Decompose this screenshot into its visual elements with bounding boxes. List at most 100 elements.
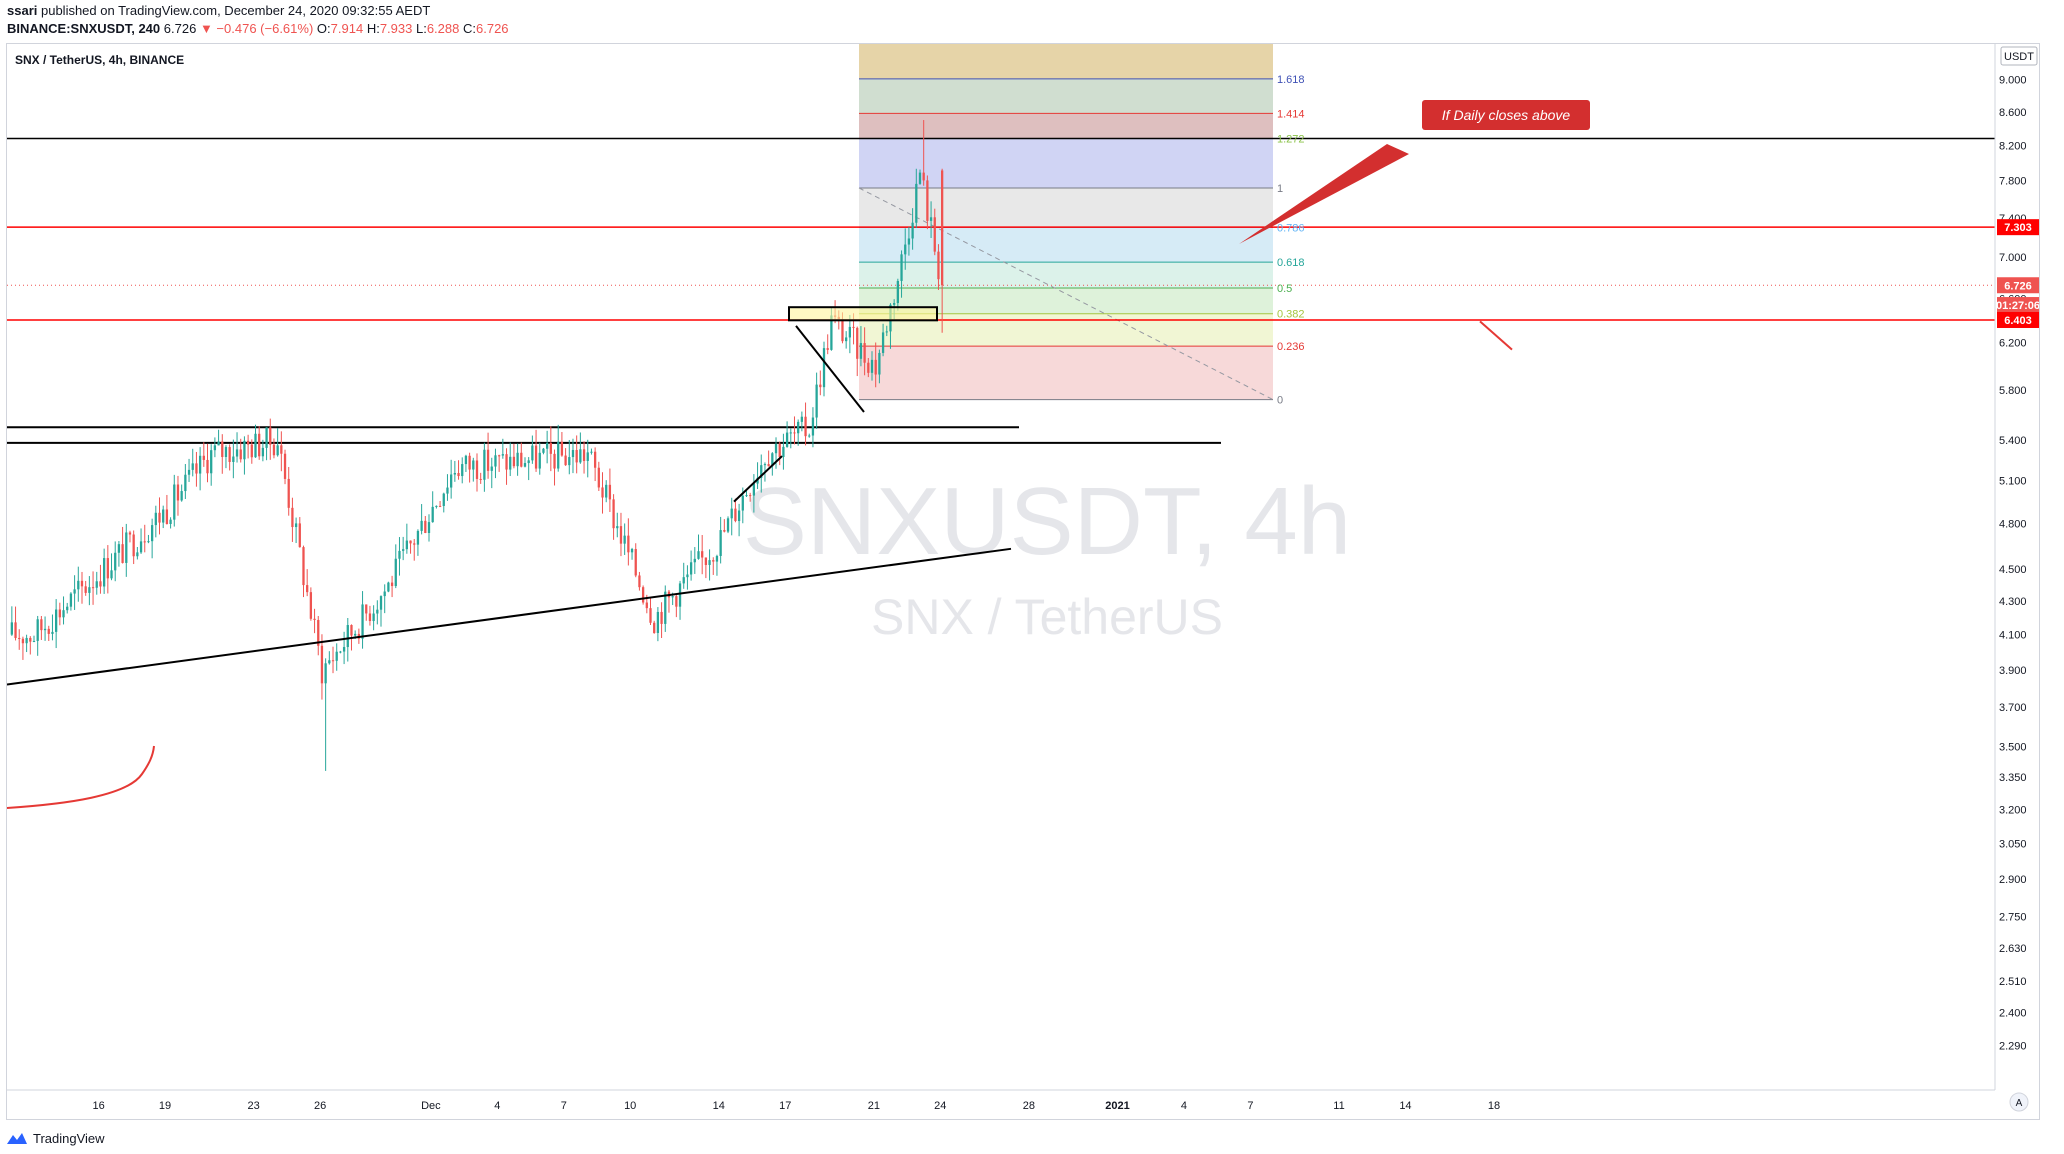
candle-body bbox=[21, 638, 25, 644]
price-tick-label: 9.000 bbox=[1999, 75, 2027, 87]
ascending-trendline[interactable] bbox=[7, 547, 1012, 686]
time-tick-label: 7 bbox=[561, 1100, 567, 1112]
falling-trendline[interactable] bbox=[795, 325, 865, 413]
fib-level-label: 1.618 bbox=[1277, 74, 1305, 86]
candle-body bbox=[228, 447, 231, 462]
candle-body bbox=[121, 544, 124, 563]
currency-box[interactable]: USDT bbox=[2000, 46, 2038, 66]
candle-body bbox=[483, 449, 486, 480]
candle-body bbox=[941, 170, 944, 286]
fib-zone-band bbox=[859, 187, 1273, 228]
time-tick-label: 23 bbox=[248, 1100, 260, 1112]
candle-body bbox=[25, 637, 28, 644]
price-tick-label: 4.800 bbox=[1999, 518, 2027, 530]
annotation-callout[interactable]: If Daily closes above bbox=[1239, 100, 1590, 244]
candle-body bbox=[763, 464, 767, 466]
fib-level-label: 0.5 bbox=[1277, 283, 1292, 295]
candle-body bbox=[176, 484, 180, 501]
price-tick-label: 3.500 bbox=[1999, 741, 2027, 753]
candle-body bbox=[641, 587, 645, 603]
candle-body bbox=[43, 628, 47, 631]
fib-zone-band bbox=[859, 78, 1273, 114]
close-value: 6.726 bbox=[476, 21, 509, 36]
candle-body bbox=[224, 447, 228, 457]
candle-body bbox=[874, 359, 877, 375]
price-label-tag: 01:27:06 bbox=[1996, 297, 2039, 314]
candle-body bbox=[933, 217, 936, 252]
candle-body bbox=[601, 487, 604, 498]
candle-body bbox=[99, 581, 102, 587]
candle-body bbox=[91, 587, 95, 589]
candle-body bbox=[468, 455, 471, 470]
candle-body bbox=[232, 456, 235, 462]
chart-frame[interactable]: SNXUSDT, 4h SNX / TetherUS If Daily clos… bbox=[6, 43, 2040, 1120]
candle-body bbox=[328, 660, 331, 664]
candle-body bbox=[756, 477, 759, 484]
candle-body bbox=[845, 337, 848, 342]
candle-body bbox=[413, 543, 416, 545]
candle-body bbox=[221, 441, 224, 457]
candle-body bbox=[686, 574, 689, 578]
candle-body bbox=[664, 591, 667, 624]
candle-body bbox=[450, 474, 453, 488]
publish-info: ssari published on TradingView.com, Dece… bbox=[7, 3, 430, 19]
price-axis[interactable]: 9.0008.6008.2007.8007.4007.0006.6006.200… bbox=[1994, 44, 2039, 1090]
watermark-name: SNX / TetherUS bbox=[871, 589, 1223, 645]
candle-body bbox=[560, 441, 564, 456]
auto-scale-icon[interactable]: A bbox=[2009, 1092, 2029, 1112]
candle-body bbox=[881, 332, 885, 353]
candle-body bbox=[365, 604, 368, 614]
fib-level-label: 0 bbox=[1277, 395, 1283, 407]
candle-body bbox=[715, 555, 719, 562]
candle-body bbox=[660, 611, 663, 624]
candle-body bbox=[102, 558, 106, 587]
low-value: 6.288 bbox=[426, 21, 460, 36]
candle-body bbox=[542, 448, 545, 453]
candle-body bbox=[10, 622, 13, 635]
candle-body bbox=[331, 660, 335, 662]
candle-body bbox=[453, 473, 456, 475]
candle-body bbox=[778, 443, 781, 457]
candle-body bbox=[701, 551, 704, 558]
candle-body bbox=[165, 509, 169, 524]
red-stub-line[interactable] bbox=[1479, 320, 1513, 351]
time-axis[interactable]: 16 19 23 26 Dec 4 7 10 14 17 21 24 28 2021 4 7 11 14 18 bbox=[7, 1089, 1995, 1112]
candle-body bbox=[579, 449, 582, 463]
price-tick-label: 2.290 bbox=[1999, 1041, 2027, 1053]
price-tick-label: 4.100 bbox=[1999, 630, 2027, 642]
price-tick-label: 3.200 bbox=[1999, 805, 2027, 817]
candle-body bbox=[494, 455, 497, 467]
candle-body bbox=[553, 453, 556, 469]
candle-body bbox=[760, 465, 763, 478]
candle-body bbox=[291, 507, 294, 528]
candle-body bbox=[693, 558, 696, 563]
candle-body bbox=[704, 557, 708, 565]
fib-level-label: 0.382 bbox=[1277, 309, 1305, 321]
candle-body bbox=[545, 442, 549, 449]
svg-text:A: A bbox=[2016, 1098, 2023, 1109]
candle-body bbox=[187, 469, 191, 475]
candle-body bbox=[678, 583, 682, 607]
candle-body bbox=[350, 625, 353, 636]
candle-body bbox=[317, 619, 320, 646]
candle-body bbox=[830, 315, 833, 350]
time-tick-label: 17 bbox=[779, 1100, 791, 1112]
candle-body bbox=[180, 491, 183, 501]
candle-body bbox=[597, 467, 600, 488]
candle-body bbox=[169, 519, 172, 524]
candle-body bbox=[302, 547, 305, 586]
curve-drawing[interactable] bbox=[7, 745, 155, 809]
candle-body bbox=[922, 172, 925, 181]
candle-body bbox=[306, 585, 309, 593]
price-chart[interactable]: SNXUSDT, 4h SNX / TetherUS If Daily clos… bbox=[7, 44, 2039, 1119]
time-tick-label: 19 bbox=[159, 1100, 171, 1112]
candle-body bbox=[206, 459, 209, 474]
candle-body bbox=[929, 217, 933, 221]
candle-body bbox=[84, 586, 87, 593]
short-trendline[interactable] bbox=[733, 455, 783, 503]
highlight-box[interactable] bbox=[788, 306, 938, 322]
candle-body bbox=[324, 663, 327, 684]
price-label-tag: 7.303 bbox=[1997, 219, 2039, 236]
candle-body bbox=[612, 499, 615, 529]
price-label-bg bbox=[1997, 277, 2039, 294]
